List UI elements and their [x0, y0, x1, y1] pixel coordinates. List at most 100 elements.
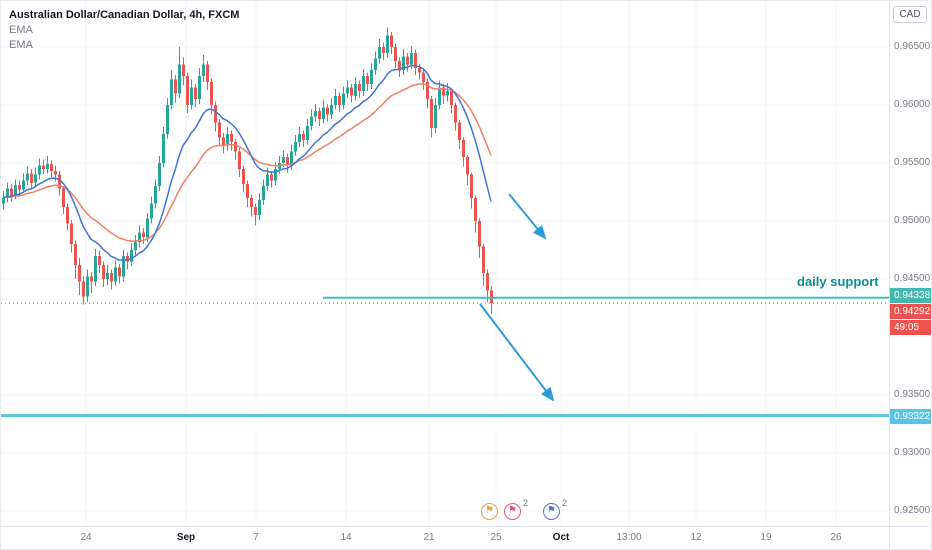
candle-body	[222, 137, 225, 146]
candle-body	[370, 70, 373, 85]
candle-body	[242, 168, 245, 184]
candle-body	[398, 61, 401, 71]
candle-body	[318, 110, 321, 119]
reaction-count: 2	[561, 498, 567, 508]
chart-legend: Australian Dollar/Canadian Dollar, 4h, F…	[9, 9, 239, 51]
candle-body	[190, 87, 193, 105]
candle-body	[138, 232, 141, 242]
candle-body	[406, 56, 409, 65]
ema-slow-line[interactable]	[2, 83, 492, 242]
candle-body	[22, 180, 25, 190]
reaction-flag-orange-icon[interactable]: ⚑	[481, 503, 501, 523]
candle-body	[358, 84, 361, 92]
price-chart-svg	[1, 1, 891, 528]
time-axis-label: 21	[423, 532, 435, 543]
candle-body	[282, 157, 285, 163]
ema-fast-line[interactable]	[2, 64, 492, 262]
candle-body	[118, 267, 121, 277]
candle-body	[450, 91, 453, 105]
candle-body	[346, 87, 349, 94]
candle-body	[202, 64, 205, 76]
candle-body	[430, 99, 433, 129]
reaction-flag-pink-icon[interactable]: ⚑ 2	[504, 498, 528, 523]
candle-body	[290, 151, 293, 166]
candle-body	[114, 267, 117, 282]
candle-body	[30, 173, 33, 183]
daily-support-label[interactable]: daily support	[797, 274, 879, 289]
candle-body	[34, 174, 37, 183]
candle-body	[426, 81, 429, 100]
candle-body	[194, 87, 197, 100]
candle-body	[246, 183, 249, 198]
candle-body	[94, 255, 97, 282]
candle-body	[226, 134, 229, 146]
candle-body	[10, 188, 13, 196]
candle-body	[122, 255, 125, 277]
candle-body	[134, 241, 137, 250]
candle-body	[394, 47, 397, 61]
candle-body	[90, 276, 93, 282]
candle-body	[314, 110, 317, 117]
time-axis-label: Oct	[552, 532, 570, 543]
trend-arrow-1[interactable]	[508, 193, 547, 240]
time-axis-label: 14	[340, 532, 352, 543]
candle-body	[110, 273, 113, 282]
candle-body	[214, 105, 217, 123]
chart-canvas[interactable]: Australian Dollar/Canadian Dollar, 4h, F…	[1, 1, 891, 528]
candle-body	[470, 174, 473, 198]
candle-body	[286, 157, 289, 166]
candle-body	[170, 79, 173, 105]
candle-body	[38, 165, 41, 175]
candle-body	[54, 171, 57, 175]
reaction-count: 2	[522, 498, 528, 508]
candle-body	[270, 174, 273, 181]
candle-body	[158, 163, 161, 187]
currency-toggle-button[interactable]: CAD	[893, 6, 927, 23]
price-axis-label: 0.95500	[894, 157, 931, 168]
candle-body	[266, 174, 269, 187]
candle-body	[418, 67, 421, 73]
trend-arrow-2[interactable]	[479, 303, 555, 402]
candle-body	[178, 64, 181, 94]
candle-body	[458, 122, 461, 140]
candle-body	[230, 134, 233, 143]
candle-body	[298, 134, 301, 143]
axis-corner	[889, 526, 931, 549]
price-axis[interactable]: 0.96500 0.96000 0.95500 0.95000 0.94500 0.935…	[889, 1, 931, 528]
candle-body	[198, 76, 201, 100]
candle-body	[46, 164, 49, 169]
candle-body	[218, 122, 221, 138]
candle-body	[374, 58, 377, 71]
indicator-ema-2[interactable]: EMA	[9, 39, 33, 51]
indicator-ema-1[interactable]: EMA	[9, 24, 33, 36]
symbol-title[interactable]: Australian Dollar/Canadian Dollar, 4h, F…	[9, 9, 240, 21]
candle-body	[338, 95, 341, 106]
time-axis-label: 7	[253, 532, 259, 543]
candle-body	[410, 52, 413, 65]
candle-body	[474, 197, 477, 221]
flag-pink-icon: ⚑	[504, 503, 521, 520]
price-axis-label: 0.96500	[894, 41, 931, 52]
support2-price-badge: 0.93322	[890, 409, 931, 424]
candle-body	[126, 255, 129, 262]
candle-body	[166, 105, 169, 134]
candle-body	[174, 79, 177, 94]
candle-body	[26, 173, 29, 181]
candle-body	[102, 265, 105, 279]
candle-body	[182, 64, 185, 76]
candle-body	[154, 186, 157, 204]
candle-body	[382, 47, 385, 53]
candle-body	[2, 197, 5, 204]
candle-body	[254, 207, 257, 216]
time-axis[interactable]: 24 Sep 7 14 21 25 Oct 13:00 12 19 26	[1, 526, 931, 549]
candle-body	[326, 107, 329, 115]
reaction-flag-blue-icon[interactable]: ⚑ 2	[543, 498, 567, 523]
candle-body	[422, 72, 425, 82]
candle-body	[446, 91, 449, 96]
candle-body	[322, 107, 325, 119]
reactions-bar: ⚑ ⚑ 2 ⚑ 2	[1, 498, 891, 527]
candle-body	[150, 203, 153, 219]
candle-body	[334, 95, 337, 106]
price-axis-label: 0.95000	[894, 215, 931, 226]
